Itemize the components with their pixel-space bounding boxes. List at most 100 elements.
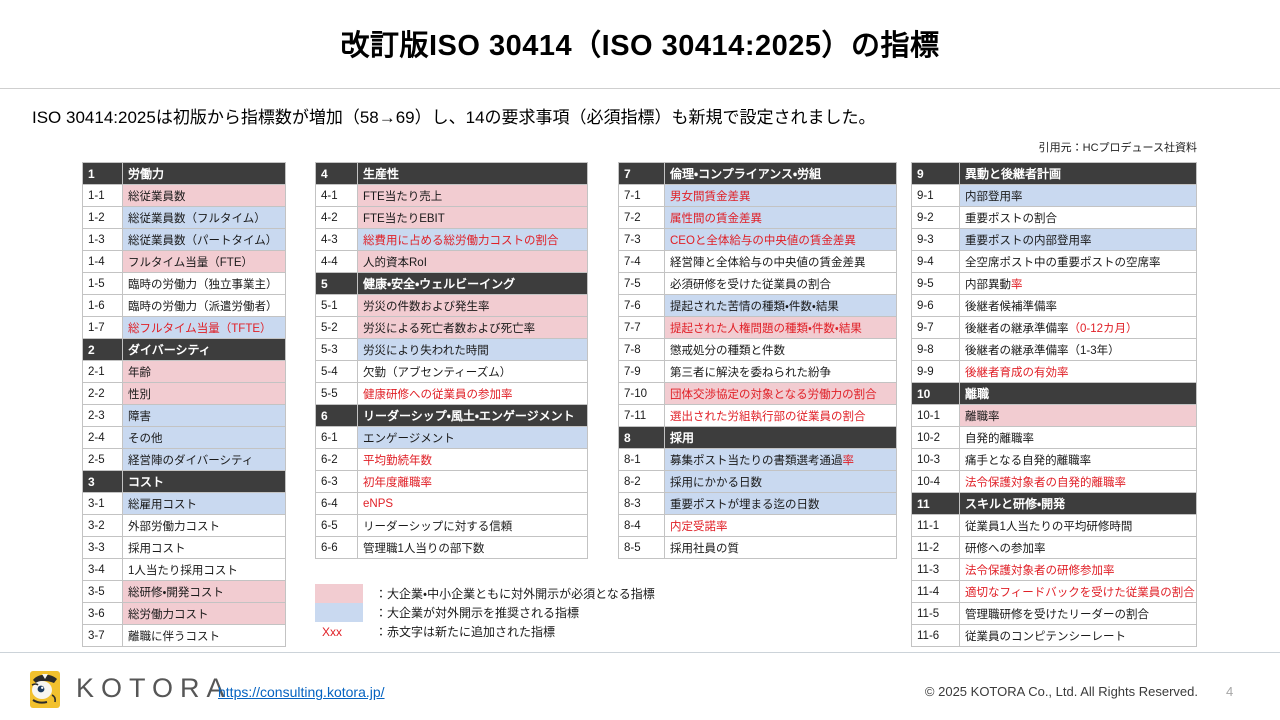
table-row: 7-4 経営陣と全体給与の中央値の賃金差異 [619,251,896,273]
row-label: 離職 [960,383,1196,404]
row-label: 研修への参加率 [960,537,1196,558]
row-label: 自発的離職率 [960,427,1196,448]
table-row: 2-5 経営陣のダイバーシティ [83,449,285,471]
row-label: リーダーシップに対する信頼 [358,515,587,536]
row-number: 8 [619,427,665,448]
row-label: 採用 [665,427,896,448]
row-number: 3-4 [83,559,123,580]
row-number: 9-1 [912,185,960,206]
row-number: 9-4 [912,251,960,272]
row-number: 5-1 [316,295,358,316]
table-row: 9-2 重要ポストの割合 [912,207,1196,229]
row-label: 外部労働力コスト [123,515,285,536]
table-row: 9-4 全空席ポスト中の重要ポストの空席率 [912,251,1196,273]
table-row: 1-5 臨時の労働力（独立事業主） [83,273,285,295]
row-label: 総研修・開発コスト [123,581,285,602]
row-label: 選出された労組執行部の従業員の割合 [665,405,896,426]
row-label: 管理職研修を受けたリーダーの割合 [960,603,1196,624]
row-number: 11 [912,493,960,514]
table-row: 7-3 CEOと全体給与の中央値の賃金差異 [619,229,896,251]
table-row: 5-3 労災により失われた時間 [316,339,587,361]
row-label: eNPS [358,493,587,514]
row-label: 労災による死亡者数および死亡率 [358,317,587,338]
row-label: 経営陣のダイバーシティ [123,449,285,470]
table-row: 7-7 提起された人権問題の種類・件数・結果 [619,317,896,339]
table-row: 9-8 後継者の継承準備率（1-3年） [912,339,1196,361]
row-label: フルタイム当量（FTE） [123,251,285,272]
row-label: 平均勤続年数 [358,449,587,470]
row-number: 6 [316,405,358,426]
row-label: 生産性 [358,163,587,184]
row-number: 2-3 [83,405,123,426]
copyright-text: © 2025 KOTORA Co., Ltd. All Rights Reser… [924,684,1198,699]
row-label: 重要ポストの内部登用率 [960,229,1196,250]
row-label: 倫理・コンプライアンス・労組 [665,163,896,184]
slide-subtitle: ISO 30414:2025は初版から指標数が増加（58→69）し、14の要求事… [32,108,876,127]
row-label: 内定受諾率 [665,515,896,536]
row-label: 離職率 [960,405,1196,426]
row-number: 5-5 [316,383,358,404]
row-label: CEOと全体給与の中央値の賃金差異 [665,229,896,250]
row-number: 7-9 [619,361,665,382]
section-header-row: 7 倫理・コンプライアンス・労組 [619,163,896,185]
row-number: 3-5 [83,581,123,602]
row-number: 9-5 [912,273,960,294]
row-number: 9-9 [912,361,960,382]
row-number: 4-3 [316,229,358,250]
legend-label: ：大企業が対外開示を推奨される指標 [375,606,580,620]
row-number: 7-11 [619,405,665,426]
table-row: 9-3 重要ポストの内部登用率 [912,229,1196,251]
table-row: 11-1 従業員1人当たりの平均研修時間 [912,515,1196,537]
table-row: 8-3 重要ポストが埋まる迄の日数 [619,493,896,515]
row-number: 7-10 [619,383,665,404]
table-row: 6-5 リーダーシップに対する信頼 [316,515,587,537]
row-number: 6-4 [316,493,358,514]
row-label: 男女間賃金差異 [665,185,896,206]
row-label: 採用社員の質 [665,537,896,558]
legend-label: ：大企業・中小企業ともに対外開示が必須となる指標 [375,587,655,601]
row-number: 11-4 [912,581,960,602]
page-title: 改訂版ISO 30414（ISO 30414:2025）の指標 [340,30,940,62]
row-label: 必須研修を受けた従業員の割合 [665,273,896,294]
table-row: 9-1 内部登用率 [912,185,1196,207]
table-row: 7-2 属性間の賃金差異 [619,207,896,229]
table-row: 10-2 自発的離職率 [912,427,1196,449]
title-divider [0,88,1280,89]
row-label: 性別 [123,383,285,404]
row-number: 3 [83,471,123,492]
table-row: 2-4 その他 [83,427,285,449]
table-row: 8-1 募集ポスト当たりの書類選考通過率 [619,449,896,471]
table-row: 1-6 臨時の労働力（派遣労働者） [83,295,285,317]
row-label: その他 [123,427,285,448]
table-row: 3-7 離職に伴うコスト [83,625,285,647]
row-label: 懲戒処分の種類と件数 [665,339,896,360]
table-row: 4-4 人的資本RoI [316,251,587,273]
row-number: 5-3 [316,339,358,360]
row-number: 5 [316,273,358,294]
table-row: 7-5 必須研修を受けた従業員の割合 [619,273,896,295]
row-label: 内部異動率 [960,273,1196,294]
row-number: 5-2 [316,317,358,338]
footer-link[interactable]: https://consulting.kotora.jp/ [218,684,385,700]
row-label: 痛手となる自発的離職率 [960,449,1196,470]
row-number: 9-8 [912,339,960,360]
table-row: 7-1 男女間賃金差異 [619,185,896,207]
legend-item: ：大企業・中小企業ともに対外開示が必須となる指標 [315,584,655,603]
table-row: 6-3 初年度離職率 [316,471,587,493]
section-header-row: 1 労働力 [83,163,285,185]
row-number: 6-6 [316,537,358,558]
row-label: 内部登用率 [960,185,1196,206]
table-row: 5-5 健康研修への従業員の参加率 [316,383,587,405]
row-number: 8-4 [619,515,665,536]
row-number: 4-4 [316,251,358,272]
row-label: 適切なフィードバックを受けた従業員の割合 [960,581,1196,602]
row-label: 異動と後継者計画 [960,163,1196,184]
row-label: 欠勤（アブセンティーズム） [358,361,587,382]
row-label: 募集ポスト当たりの書類選考通過率 [665,449,896,470]
table-row: 6-6 管理職1人当りの部下数 [316,537,587,559]
indicator-table-succession: 9 異動と後継者計画 9-1 内部登用率 9-2 重要ポストの割合 9-3 重要ポストの内部登… [911,162,1197,647]
table-row: 10-3 痛手となる自発的離職率 [912,449,1196,471]
row-label: 法令保護対象者の自発的離職率 [960,471,1196,492]
table-row: 3-3 採用コスト [83,537,285,559]
section-header-row: 3 コスト [83,471,285,493]
